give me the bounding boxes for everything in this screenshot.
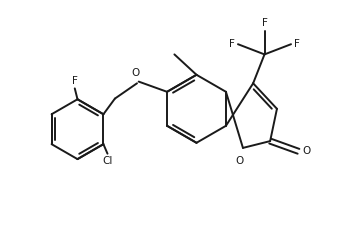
Text: O: O bbox=[235, 156, 243, 166]
Text: F: F bbox=[72, 76, 78, 86]
Text: F: F bbox=[262, 18, 267, 28]
Text: F: F bbox=[294, 39, 300, 49]
Text: O: O bbox=[303, 146, 311, 156]
Text: F: F bbox=[229, 39, 234, 49]
Text: Cl: Cl bbox=[102, 156, 113, 166]
Text: O: O bbox=[131, 68, 140, 78]
